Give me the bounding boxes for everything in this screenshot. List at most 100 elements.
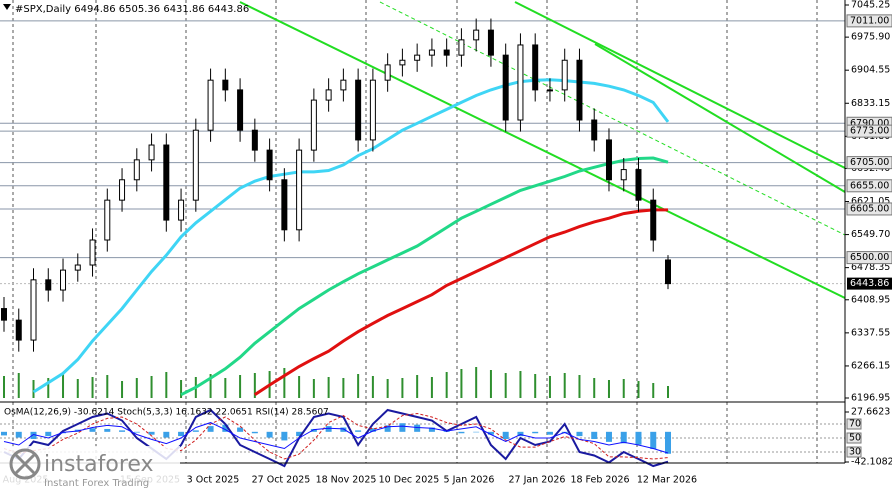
volume-bar (180, 380, 183, 398)
osma-bar (15, 431, 22, 438)
y-tick-label: 6549.70 (851, 229, 890, 240)
x-tick-label: 5 Jan 2026 (444, 475, 495, 486)
osma-bar (30, 431, 37, 439)
trend-line (514, 1, 846, 169)
candles (1, 18, 671, 352)
volume-bar (460, 369, 463, 398)
candle-body (473, 29, 480, 41)
candle-body (60, 269, 67, 291)
osma-bar (119, 430, 126, 432)
candle-body (487, 29, 494, 56)
osma-bar (266, 431, 273, 438)
osma-bar (399, 423, 406, 432)
last-price-box (847, 277, 892, 290)
trend-line (594, 43, 846, 193)
watermark: instaforex Instant Forex Trading (0, 446, 180, 491)
candle-body (665, 259, 671, 285)
osma-bar (45, 431, 52, 437)
candle-body (119, 179, 126, 201)
volume-bar (578, 375, 581, 398)
candle-body (325, 89, 332, 101)
x-tick-label: 3 Oct 2025 (187, 475, 240, 486)
volume-bar (445, 372, 448, 398)
candle-body (650, 199, 657, 241)
candle-body (1, 308, 7, 321)
x-tick-label: 27 Oct 2025 (252, 475, 311, 486)
chart-title: #SPX,Daily 6494.86 6505.36 6431.86 6443.… (15, 4, 249, 15)
x-tick-label: 18 Feb 2026 (570, 475, 629, 486)
candle-body (207, 79, 214, 131)
osma-bar (591, 431, 598, 439)
osma-bar (665, 431, 671, 454)
osma-bar (340, 427, 347, 432)
level-label-box (846, 251, 892, 265)
level-label-box (846, 179, 892, 193)
candle-body (458, 39, 465, 56)
osma-bar (89, 428, 96, 432)
osma-bar (222, 424, 229, 432)
ind-tick-label: -42.1082 (851, 457, 892, 468)
candle-body (30, 279, 37, 341)
volume-bar (121, 381, 124, 398)
osma-bar (1, 431, 7, 436)
volume-bar (32, 380, 35, 398)
volume-bar (563, 373, 566, 398)
candle-body (546, 89, 553, 92)
osc-level-box (846, 446, 862, 458)
volume-bar (239, 375, 242, 398)
volume-bar (283, 368, 286, 398)
volume-bar (224, 378, 227, 398)
level-label: 6705.00 (850, 157, 889, 168)
volume-bar (593, 378, 596, 398)
candle-body (266, 149, 273, 181)
osc-level-box (846, 432, 862, 444)
volume-bar (652, 383, 655, 398)
osma-bar (458, 431, 465, 434)
candle-body (133, 159, 140, 181)
volume-bar (253, 373, 256, 398)
title-icon (3, 4, 11, 10)
vertical-grid (12, 0, 818, 463)
volume-bar (667, 386, 669, 398)
candle-body (561, 59, 568, 91)
oscillator-line (3, 422, 669, 454)
candle-body (620, 169, 627, 181)
y-tick-label: 6621.05 (851, 196, 890, 207)
osma-bar (104, 428, 111, 432)
osma-bar (384, 425, 391, 432)
volume-bar (519, 371, 522, 398)
volume-bar (401, 378, 404, 398)
y-tick-label: 6337.55 (851, 327, 890, 338)
volume-bar (416, 375, 419, 398)
osc-level-label: 70 (849, 419, 861, 430)
candle-body (222, 79, 229, 91)
osma-bar (532, 431, 539, 434)
candle-body (74, 264, 81, 271)
volume-bar (548, 376, 551, 398)
candle-body (178, 199, 185, 221)
osc-level-label: 50 (849, 433, 861, 444)
y-tick-label: 6833.15 (851, 98, 890, 109)
candle-body (163, 144, 170, 221)
candle-body (237, 89, 244, 131)
osma-bar (517, 431, 524, 437)
osma-bar (650, 431, 657, 450)
moving-average (180, 156, 669, 397)
y-tick-label: 6478.35 (851, 262, 890, 273)
volume-bar (386, 379, 389, 398)
volume-bar (312, 379, 315, 398)
level-label-box (846, 14, 892, 28)
volume-bar (106, 375, 109, 398)
volume-bar (504, 373, 507, 398)
osma-bar (369, 428, 376, 432)
candle-body (104, 199, 111, 241)
candle-body (192, 129, 199, 201)
volume-bar (534, 374, 537, 398)
volume-bar (150, 376, 153, 398)
y-tick-label: 6196.95 (851, 393, 890, 404)
watermark-icon (13, 452, 37, 476)
osc-level-label: 30 (849, 447, 861, 458)
ind-tick-label: 27.6623 (851, 407, 890, 418)
y-tick-label: 6975.90 (851, 32, 890, 43)
